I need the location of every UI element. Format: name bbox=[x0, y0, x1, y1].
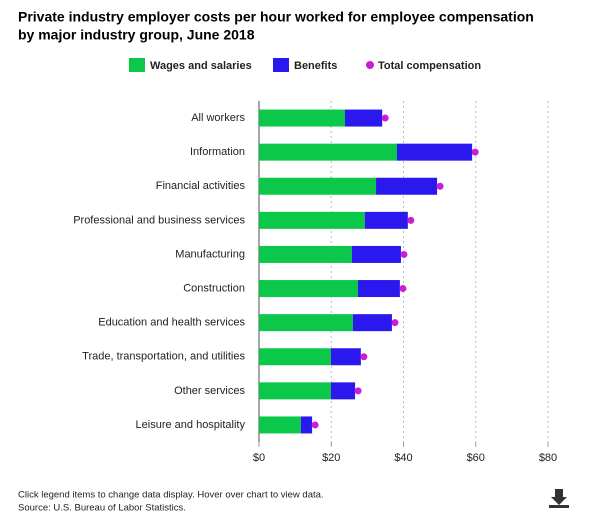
bar-segment[interactable] bbox=[259, 348, 331, 366]
total-dot[interactable] bbox=[391, 319, 399, 327]
bar-segment[interactable] bbox=[352, 314, 392, 332]
bar-segment[interactable] bbox=[330, 382, 356, 400]
chart-title: by major industry group, June 2018 bbox=[18, 27, 255, 43]
chart-title: Private industry employer costs per hour… bbox=[18, 9, 534, 25]
bar-segment[interactable] bbox=[259, 245, 352, 263]
total-dot[interactable] bbox=[400, 250, 408, 258]
bar-segment[interactable] bbox=[259, 382, 331, 400]
legend-swatch[interactable] bbox=[129, 58, 145, 72]
x-tick-label: $80 bbox=[539, 452, 557, 464]
x-tick-label: $40 bbox=[394, 452, 412, 464]
total-dot[interactable] bbox=[407, 216, 415, 224]
bar-segment[interactable] bbox=[330, 348, 361, 366]
bar-segment[interactable] bbox=[364, 211, 408, 229]
category-label: Financial activities bbox=[156, 180, 246, 192]
category-label: Information bbox=[190, 146, 245, 158]
total-dot[interactable] bbox=[354, 387, 362, 395]
bar-segment[interactable] bbox=[259, 143, 397, 161]
category-label: Construction bbox=[183, 282, 245, 294]
category-label: Trade, transportation, and utilities bbox=[82, 351, 245, 363]
bar-segment[interactable] bbox=[259, 416, 301, 434]
total-dot[interactable] bbox=[381, 114, 389, 122]
category-label: Manufacturing bbox=[175, 248, 245, 260]
bar-segment[interactable] bbox=[259, 177, 377, 195]
bar-segment[interactable] bbox=[376, 177, 438, 195]
legend-label[interactable]: Total compensation bbox=[378, 60, 481, 72]
bar-segment[interactable] bbox=[259, 211, 365, 229]
bar-segment[interactable] bbox=[259, 280, 358, 298]
category-label: All workers bbox=[191, 112, 245, 124]
source: Source: U.S. Bureau of Labor Statistics. bbox=[18, 503, 186, 514]
total-dot[interactable] bbox=[311, 421, 319, 429]
x-tick-label: $20 bbox=[322, 452, 340, 464]
legend-label[interactable]: Wages and salaries bbox=[150, 60, 252, 72]
bar-segment[interactable] bbox=[344, 109, 383, 127]
total-dot[interactable] bbox=[399, 285, 407, 293]
download-button[interactable] bbox=[548, 487, 570, 509]
bar-segment[interactable] bbox=[357, 280, 400, 298]
category-label: Other services bbox=[174, 385, 245, 397]
bar-segment[interactable] bbox=[300, 416, 313, 434]
total-dot[interactable] bbox=[436, 182, 444, 190]
legend-label[interactable]: Benefits bbox=[294, 60, 337, 72]
bar-segment[interactable] bbox=[259, 109, 345, 127]
bar-segment[interactable] bbox=[259, 314, 353, 332]
category-label: Education and health services bbox=[98, 317, 245, 329]
legend-swatch[interactable] bbox=[273, 58, 289, 72]
total-dot[interactable] bbox=[360, 353, 368, 361]
footnote: Click legend items to change data displa… bbox=[18, 490, 324, 501]
bar-segment[interactable] bbox=[351, 245, 401, 263]
total-dot[interactable] bbox=[471, 148, 479, 156]
x-tick-label: $60 bbox=[467, 452, 485, 464]
category-label: Professional and business services bbox=[73, 214, 245, 226]
legend-swatch[interactable] bbox=[366, 61, 374, 69]
category-label: Leisure and hospitality bbox=[136, 419, 246, 431]
bar-segment[interactable] bbox=[396, 143, 473, 161]
x-tick-label: $0 bbox=[253, 452, 265, 464]
